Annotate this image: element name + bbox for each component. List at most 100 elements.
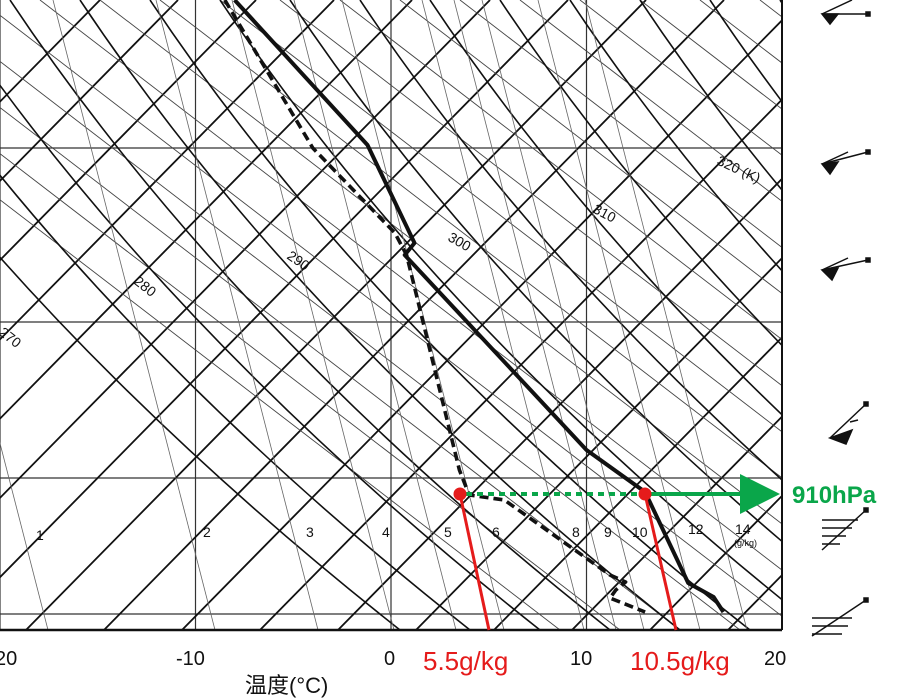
mixing-ratio-right-line (643, 493, 678, 631)
mixing-ratio-line-7 (453, 0, 617, 630)
moist-adiabat-13 (709, 0, 782, 103)
isotherm-9 (181, 19, 782, 630)
mixing-ratio-line-3 (231, 0, 395, 630)
temperature-profile-line (233, 0, 726, 614)
dry-adiabat-7 (159, 0, 782, 479)
x-tick-label-1: -10 (176, 648, 205, 670)
dry-adiabat-label-300: 300 (446, 229, 474, 255)
mixing-ratio-label-10: 10 (632, 524, 648, 540)
moist-adiabat-11 (569, 0, 782, 272)
grid-layer (0, 0, 924, 630)
moist-adiabat-15 (850, 0, 924, 630)
moist-adiabat-12 (639, 0, 782, 192)
isotherm-12 (415, 256, 782, 630)
annotation-group: 910hPa 5.5g/kg 10.5g/kg (423, 474, 877, 676)
moist-adiabat-1 (0, 174, 471, 630)
dry-adiabat-2 (0, 106, 681, 630)
moist-adiabat-7 (289, 0, 782, 543)
isotherm-1 (0, 0, 179, 183)
x-axis: 20 -10 0 10 20 温度(°C) (0, 648, 786, 698)
dry-adiabat-19 (880, 0, 924, 630)
isotherm-7 (25, 0, 647, 630)
temperature-marker (638, 487, 652, 501)
mixing-ratio-label-9: 9 (604, 524, 612, 540)
wind-barb-3 (820, 257, 871, 282)
x-tick-label-0: 20 (0, 648, 17, 670)
moist-adiabat-3 (9, 0, 611, 630)
dewpoint-profile-line (223, 0, 646, 614)
mixing-ratio-line-1 (52, 0, 216, 630)
mixing-ratio-label-3: 3 (306, 524, 314, 540)
dry-adiabat-16 (699, 0, 782, 64)
dry-adiabat-label-290: 290 (284, 247, 312, 273)
mixing-ratio-unit: (g/kg) (734, 538, 757, 548)
dry-adiabat-8 (219, 0, 782, 433)
mixing-ratio-line-2 (155, 0, 319, 630)
wind-barb-6 (811, 597, 869, 637)
dry-adiabat-label-280: 280 (131, 273, 159, 300)
wind-barb-1 (820, 0, 871, 26)
x-axis-title: 温度(°C) (245, 673, 328, 698)
mixing-ratio-label-2: 2 (203, 524, 211, 540)
isotherm-8 (103, 0, 725, 630)
isotherm-3 (0, 0, 335, 341)
moist-adiabat-6 (219, 0, 782, 601)
dry-adiabat-15 (639, 0, 782, 110)
dry-adiabat-12 (459, 0, 782, 248)
isotherm-18 (884, 0, 924, 630)
mixing-ratio-label-5: 5 (444, 524, 452, 540)
moist-adiabat-10 (499, 0, 782, 347)
isotherm-5 (0, 0, 491, 500)
isotherm-2 (0, 0, 257, 262)
isotherm-6 (0, 0, 569, 579)
dewpoint-marker (453, 487, 467, 501)
isotherm-13 (493, 336, 782, 630)
mixing-ratio-label-group: 1 2 3 4 5 6 8 9 10 12 14 (g/kg) (36, 521, 757, 548)
mixing-ratio-label-4: 4 (382, 524, 390, 540)
wind-barb-4 (827, 401, 869, 445)
moist-adiabat-8 (359, 0, 782, 481)
dry-adiabat-5 (39, 0, 782, 571)
mixing-ratio-line-4 (293, 0, 457, 630)
mixing-ratio-left-label: 5.5g/kg (423, 646, 508, 676)
isotherm-4 (0, 0, 413, 420)
moist-adiabat-4 (79, 0, 681, 630)
dry-adiabat-10 (339, 0, 782, 341)
dry-adiabat-label-group: 270 280 290 300 310 320 (K) (0, 152, 763, 351)
mixing-ratio-label-14: 14 (735, 521, 751, 537)
mixing-ratio-line-10 (584, 0, 748, 630)
mixing-ratio-line-6 (421, 0, 585, 630)
x-tick-label-3: 10 (570, 648, 592, 670)
dry-adiabat-4 (0, 14, 782, 617)
moist-adiabat-0 (0, 256, 401, 630)
mixing-ratio-label-1: 1 (36, 527, 44, 543)
dry-adiabat-14 (579, 0, 782, 156)
dry-adiabat-11 (399, 0, 782, 295)
dry-adiabat-0 (0, 199, 561, 630)
dry-adiabat-6 (99, 0, 782, 525)
mixing-ratio-label-8: 8 (572, 524, 580, 540)
moist-adiabat-5 (149, 0, 751, 630)
isotherm-11 (337, 177, 782, 630)
dry-adiabat-9 (279, 0, 782, 387)
mixing-ratio-label-12: 12 (688, 521, 704, 537)
moist-adiabat-14 (779, 0, 782, 5)
x-tick-label-2: 0 (384, 648, 395, 670)
isotherm-15 (649, 494, 782, 630)
pressure-level-label: 910hPa (792, 482, 877, 509)
mixing-ratio-line-8 (481, 0, 645, 630)
wind-barbs (811, 0, 871, 637)
mixing-ratio-line-0 (0, 441, 49, 630)
dry-adiabat-3 (0, 60, 741, 630)
dry-adiabat-label-270: 270 (0, 324, 25, 351)
wind-barb-5 (821, 507, 869, 551)
mixing-ratio-line-5 (341, 0, 505, 630)
mixing-ratio-label-6: 6 (492, 524, 500, 540)
moist-adiabat-9 (429, 0, 782, 416)
dry-adiabat-13 (519, 0, 782, 202)
profile-layer (223, 0, 726, 614)
mixing-ratio-right-label: 10.5g/kg (630, 646, 730, 676)
x-tick-label-4: 20 (764, 648, 786, 670)
isotherm-14 (571, 415, 782, 630)
